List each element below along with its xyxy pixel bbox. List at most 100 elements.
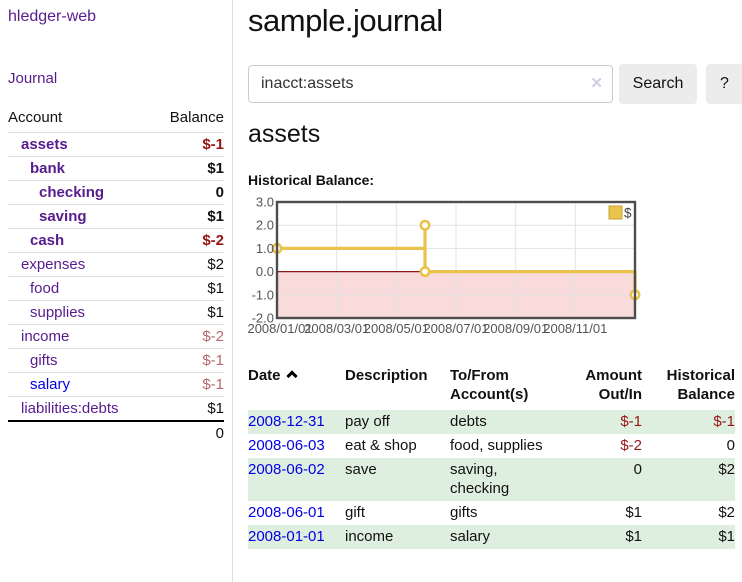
- svg-text:2008/01/01: 2008/01/01: [248, 321, 313, 336]
- transaction-balance: $2: [718, 461, 735, 478]
- account-row: liabilities:debts $1: [8, 396, 224, 421]
- svg-text:2008/05/01: 2008/05/01: [364, 321, 429, 336]
- transaction-accounts: food, supplies: [450, 437, 543, 454]
- sidebar: hledger-web Journal Account Balance asse…: [0, 0, 233, 582]
- register-header-description: Description: [345, 367, 428, 384]
- svg-text:2.0: 2.0: [256, 218, 274, 233]
- account-row: food $1: [8, 276, 224, 301]
- account-link-food[interactable]: food: [30, 280, 60, 297]
- register-row: 2008-12-31 pay off debts $-1 $-1: [248, 410, 735, 434]
- account-link-expenses[interactable]: expenses: [21, 256, 86, 273]
- account-balance: $-2: [152, 228, 224, 253]
- main-content: sample.journal ✕ Search ? assets Histori…: [233, 0, 742, 582]
- account-row: bank $1: [8, 156, 224, 181]
- account-balance: $1: [152, 156, 224, 181]
- transaction-description: gift: [345, 504, 366, 521]
- svg-text:2008/07/01: 2008/07/01: [423, 321, 488, 336]
- transaction-description: income: [345, 528, 394, 545]
- search-input-wrap: ✕: [248, 65, 613, 103]
- account-row: income $-2: [8, 324, 224, 349]
- account-row: assets $-1: [8, 132, 224, 157]
- register-row: 2008-06-03 eat & shop food, supplies $-2…: [248, 434, 735, 458]
- accounts-header-balance: Balance: [169, 109, 224, 126]
- account-row: gifts $-1: [8, 348, 224, 373]
- transaction-description: save: [345, 461, 377, 478]
- sidebar-item-journal[interactable]: Journal: [8, 70, 58, 87]
- account-balance: $1: [152, 204, 224, 229]
- transaction-amount: $1: [625, 504, 642, 521]
- register-header-amount: Amount Out/In: [585, 367, 642, 403]
- transaction-amount: $-2: [620, 437, 642, 454]
- legend-label: $: [624, 206, 632, 221]
- svg-text:0.0: 0.0: [256, 264, 274, 279]
- transaction-balance: $-1: [713, 413, 735, 430]
- account-link-cash[interactable]: cash: [30, 232, 65, 249]
- transaction-description: pay off: [345, 413, 390, 430]
- sort-ascending-icon: [285, 370, 298, 382]
- transaction-date-link[interactable]: 2008-06-01: [248, 504, 325, 521]
- account-link-salary[interactable]: salary: [30, 376, 71, 393]
- account-balance: $-1: [152, 372, 224, 397]
- account-balance: $2: [152, 252, 224, 277]
- svg-text:3.0: 3.0: [256, 195, 274, 210]
- account-link-saving[interactable]: saving: [39, 208, 87, 225]
- account-link-bank[interactable]: bank: [30, 160, 66, 177]
- x-axis-labels: 2008/01/01 2008/03/01 2008/05/01 2008/07…: [247, 321, 607, 336]
- account-balance: $1: [152, 276, 224, 301]
- account-link-income[interactable]: income: [21, 328, 70, 345]
- account-balance: $-2: [152, 324, 224, 349]
- transaction-accounts: saving, checking: [450, 461, 510, 497]
- account-row: salary $-1: [8, 372, 224, 397]
- svg-text:-1.0: -1.0: [252, 287, 274, 302]
- svg-text:-2.0: -2.0: [252, 311, 274, 326]
- account-row: cash $-2: [8, 228, 224, 253]
- transaction-date-link[interactable]: 2008-12-31: [248, 413, 325, 430]
- clear-search-icon[interactable]: ✕: [590, 75, 603, 92]
- search-input[interactable]: [248, 65, 613, 103]
- transaction-balance: $1: [718, 528, 735, 545]
- transaction-accounts: gifts: [450, 504, 478, 521]
- transaction-balance: 0: [726, 437, 735, 454]
- app-title-link[interactable]: hledger-web: [8, 8, 97, 25]
- svg-text:1.0: 1.0: [256, 241, 274, 256]
- page-title: sample.journal: [248, 3, 443, 38]
- accounts-header-account: Account: [8, 109, 63, 126]
- account-row: supplies $1: [8, 300, 224, 325]
- transaction-balance: $2: [718, 504, 735, 521]
- account-balance: $1: [152, 300, 224, 325]
- transaction-accounts: debts: [450, 413, 487, 430]
- search-button[interactable]: Search: [619, 64, 697, 104]
- transaction-date-link[interactable]: 2008-01-01: [248, 528, 325, 545]
- chart-svg: $ 3.0 2.0 1.0 0.0 -1.0 -2.0 2008/01/01 2…: [247, 195, 641, 336]
- transaction-amount: $-1: [620, 413, 642, 430]
- transaction-amount: $1: [625, 528, 642, 545]
- accounts-total-row: 0: [8, 420, 224, 445]
- register-row: 2008-01-01 income salary $1 $1: [248, 525, 735, 549]
- transaction-amount: 0: [633, 461, 642, 478]
- accounts-total-value: 0: [152, 420, 224, 445]
- account-link-liabilities-debts[interactable]: liabilities:debts: [21, 400, 119, 417]
- historical-balance-chart: $ 3.0 2.0 1.0 0.0 -1.0 -2.0 2008/01/01 2…: [247, 195, 742, 344]
- account-row: checking 0: [8, 180, 224, 205]
- transaction-date-link[interactable]: 2008-06-02: [248, 461, 325, 478]
- legend-swatch: [608, 205, 623, 220]
- account-link-checking[interactable]: checking: [39, 184, 105, 201]
- account-balance: $1: [152, 396, 224, 421]
- search-form: ✕ Search ?: [248, 64, 742, 104]
- account-row: saving $1: [8, 204, 224, 229]
- chart-frame: [275, 200, 637, 320]
- account-link-supplies[interactable]: supplies: [30, 304, 86, 321]
- y-axis-labels: 3.0 2.0 1.0 0.0 -1.0 -2.0: [252, 195, 274, 326]
- transaction-date-link[interactable]: 2008-06-03: [248, 437, 325, 454]
- account-row: expenses $2: [8, 252, 224, 277]
- transaction-accounts: salary: [450, 528, 491, 545]
- account-link-gifts[interactable]: gifts: [30, 352, 58, 369]
- chart-legend: $: [608, 205, 632, 221]
- register-header-date: Date: [248, 364, 345, 410]
- register-header-balance: Historical Balance: [666, 367, 735, 403]
- transaction-description: eat & shop: [345, 437, 417, 454]
- help-button[interactable]: ?: [706, 64, 742, 104]
- register-table: Date Description To/From Account(s) Amou…: [248, 364, 735, 549]
- account-link-assets[interactable]: assets: [21, 136, 68, 153]
